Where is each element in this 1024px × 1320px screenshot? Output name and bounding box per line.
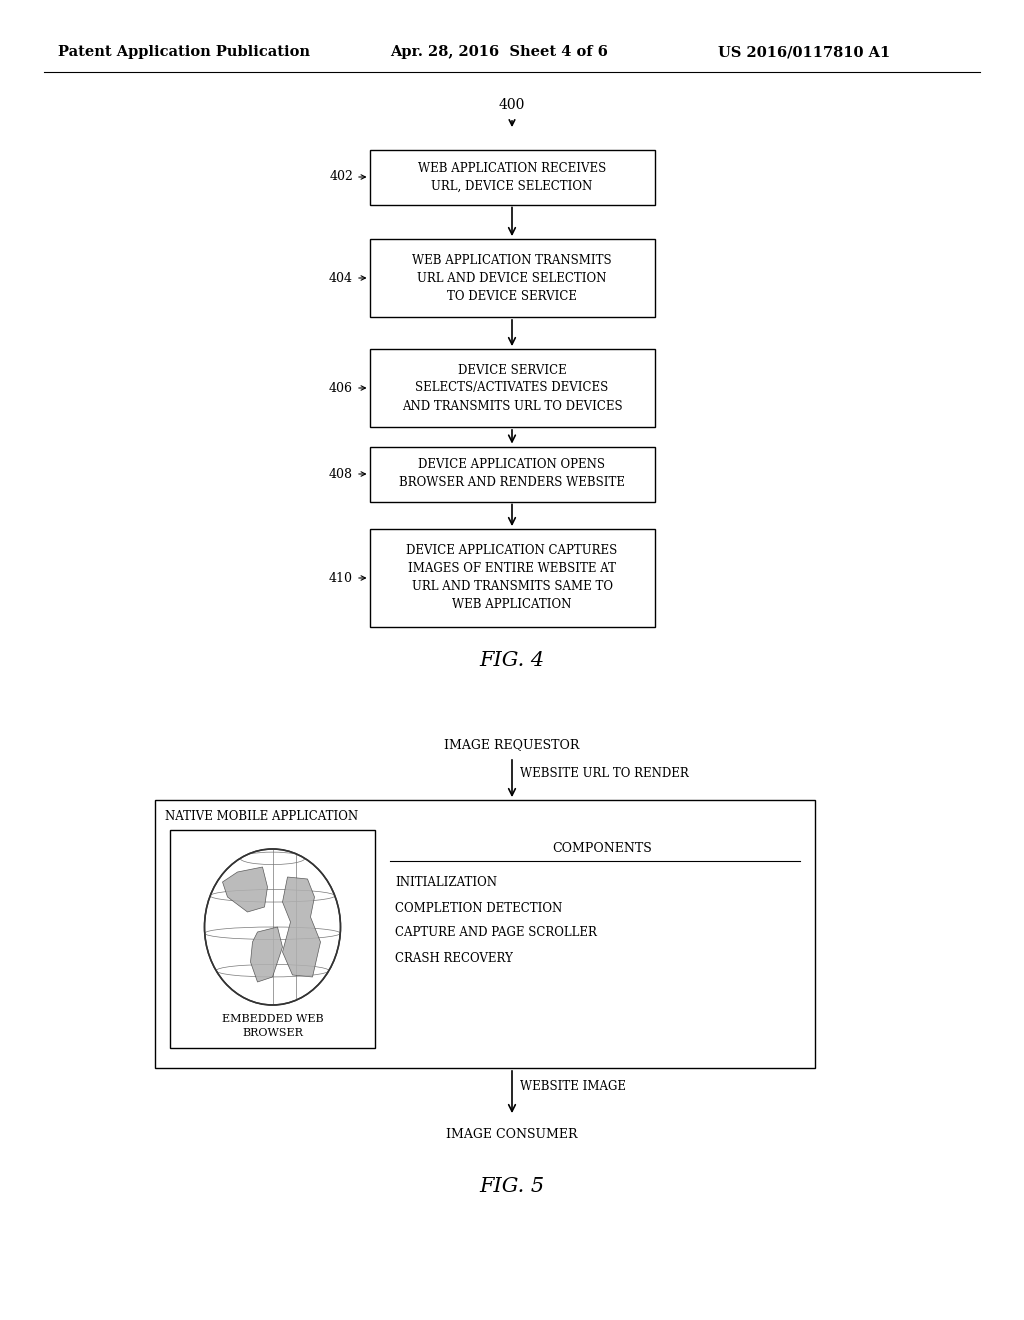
Text: FIG. 5: FIG. 5 xyxy=(479,1176,545,1196)
Polygon shape xyxy=(283,876,321,977)
Text: FIG. 4: FIG. 4 xyxy=(479,651,545,669)
Text: CAPTURE AND PAGE SCROLLER: CAPTURE AND PAGE SCROLLER xyxy=(395,927,597,940)
Text: DEVICE SERVICE
SELECTS/ACTIVATES DEVICES
AND TRANSMITS URL TO DEVICES: DEVICE SERVICE SELECTS/ACTIVATES DEVICES… xyxy=(401,363,623,412)
Text: US 2016/0117810 A1: US 2016/0117810 A1 xyxy=(718,45,890,59)
Text: DEVICE APPLICATION OPENS
BROWSER AND RENDERS WEBSITE: DEVICE APPLICATION OPENS BROWSER AND REN… xyxy=(399,458,625,490)
Text: 406: 406 xyxy=(329,381,353,395)
Polygon shape xyxy=(251,927,283,982)
Bar xyxy=(155,800,815,1068)
Text: IMAGE REQUESTOR: IMAGE REQUESTOR xyxy=(444,738,580,751)
Bar xyxy=(370,446,654,502)
Bar xyxy=(370,239,654,317)
Text: INITIALIZATION: INITIALIZATION xyxy=(395,876,497,890)
Ellipse shape xyxy=(205,849,341,1005)
Text: WEB APPLICATION TRANSMITS
URL AND DEVICE SELECTION
TO DEVICE SERVICE: WEB APPLICATION TRANSMITS URL AND DEVICE… xyxy=(413,253,611,302)
Text: 400: 400 xyxy=(499,98,525,112)
Text: WEBSITE IMAGE: WEBSITE IMAGE xyxy=(520,1080,626,1093)
Text: EMBEDDED WEB
BROWSER: EMBEDDED WEB BROWSER xyxy=(221,1014,324,1038)
Text: CRASH RECOVERY: CRASH RECOVERY xyxy=(395,952,513,965)
Text: IMAGE CONSUMER: IMAGE CONSUMER xyxy=(446,1127,578,1140)
Text: NATIVE MOBILE APPLICATION: NATIVE MOBILE APPLICATION xyxy=(165,809,358,822)
Text: 408: 408 xyxy=(329,467,353,480)
Text: WEBSITE URL TO RENDER: WEBSITE URL TO RENDER xyxy=(520,767,689,780)
Text: Apr. 28, 2016  Sheet 4 of 6: Apr. 28, 2016 Sheet 4 of 6 xyxy=(390,45,608,59)
Text: COMPONENTS: COMPONENTS xyxy=(553,842,652,854)
Bar xyxy=(370,529,654,627)
Bar xyxy=(370,348,654,426)
Bar xyxy=(170,830,375,1048)
Text: 410: 410 xyxy=(329,572,353,585)
Text: 402: 402 xyxy=(329,170,353,183)
Text: Patent Application Publication: Patent Application Publication xyxy=(58,45,310,59)
Text: COMPLETION DETECTION: COMPLETION DETECTION xyxy=(395,902,562,915)
Text: WEB APPLICATION RECEIVES
URL, DEVICE SELECTION: WEB APPLICATION RECEIVES URL, DEVICE SEL… xyxy=(418,161,606,193)
Bar xyxy=(370,149,654,205)
Text: DEVICE APPLICATION CAPTURES
IMAGES OF ENTIRE WEBSITE AT
URL AND TRANSMITS SAME T: DEVICE APPLICATION CAPTURES IMAGES OF EN… xyxy=(407,544,617,611)
Polygon shape xyxy=(222,867,267,912)
Text: 404: 404 xyxy=(329,272,353,285)
